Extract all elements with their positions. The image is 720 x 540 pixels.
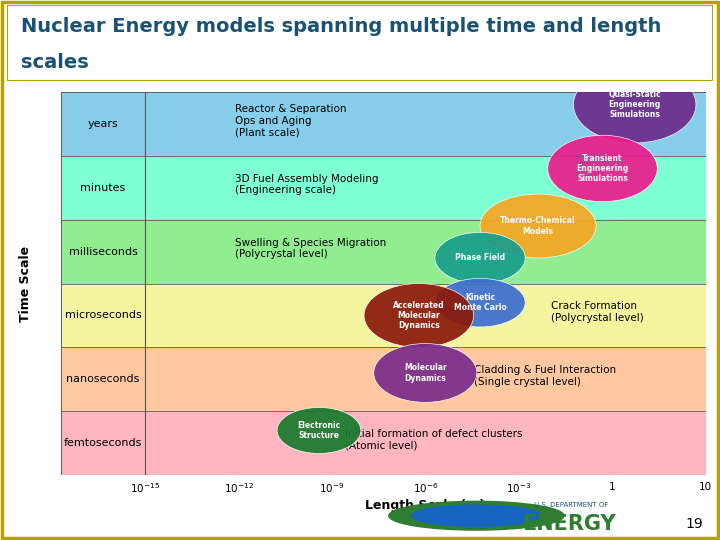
Ellipse shape	[374, 343, 477, 402]
Text: Length Scale (m): Length Scale (m)	[365, 500, 485, 512]
Text: minutes: minutes	[81, 183, 126, 193]
Text: milliseconds: milliseconds	[68, 247, 138, 256]
Ellipse shape	[435, 232, 525, 284]
Bar	[61, 92, 706, 156]
Ellipse shape	[548, 135, 657, 202]
Text: $10^{-6}$: $10^{-6}$	[413, 482, 438, 495]
Ellipse shape	[435, 279, 525, 327]
Text: Electronic
Structure: Electronic Structure	[297, 421, 341, 440]
Text: 19: 19	[686, 517, 703, 531]
Text: Molecular
Dynamics: Molecular Dynamics	[404, 363, 446, 383]
Text: Initial formation of defect clusters
(Atomic level): Initial formation of defect clusters (At…	[345, 429, 522, 451]
Text: Cladding & Fuel Interaction
(Single crystal level): Cladding & Fuel Interaction (Single crys…	[474, 366, 616, 387]
Text: Quasi-Static
Engineering
Simulations: Quasi-Static Engineering Simulations	[608, 90, 661, 119]
Text: Swelling & Species Migration
(Polycrystal level): Swelling & Species Migration (Polycrysta…	[235, 238, 387, 259]
Text: Transient
Engineering
Simulations: Transient Engineering Simulations	[577, 153, 629, 184]
Text: Reactor & Separation
Ops and Aging
(Plant scale): Reactor & Separation Ops and Aging (Plan…	[235, 104, 347, 137]
Ellipse shape	[574, 66, 696, 143]
Text: Nuclear Energy models spanning multiple time and length: Nuclear Energy models spanning multiple …	[22, 17, 662, 36]
Bar	[61, 284, 706, 347]
Text: nanoseconds: nanoseconds	[66, 374, 140, 384]
Ellipse shape	[364, 284, 474, 347]
Bar	[61, 220, 706, 284]
Text: Phase Field: Phase Field	[455, 253, 505, 262]
Circle shape	[389, 501, 564, 530]
Text: U.S. DEPARTMENT OF: U.S. DEPARTMENT OF	[534, 502, 608, 508]
Bar	[61, 156, 706, 220]
Text: $10^{-9}$: $10^{-9}$	[319, 482, 345, 495]
Circle shape	[412, 505, 541, 526]
Text: Accelerated
Molecular
Dynamics: Accelerated Molecular Dynamics	[393, 301, 445, 330]
Text: $10^{-12}$: $10^{-12}$	[223, 482, 253, 495]
Text: microseconds: microseconds	[65, 310, 141, 320]
Text: 1: 1	[609, 482, 616, 491]
Text: 10: 10	[699, 482, 712, 491]
Text: femtoseconds: femtoseconds	[64, 438, 143, 448]
Text: years: years	[88, 119, 119, 129]
Text: scales: scales	[22, 52, 89, 72]
Text: Time Scale: Time Scale	[19, 246, 32, 321]
Text: Kinetic
Monte Carlo: Kinetic Monte Carlo	[454, 293, 506, 312]
Bar	[61, 347, 706, 411]
Text: $10^{-15}$: $10^{-15}$	[130, 482, 160, 495]
Bar	[61, 411, 706, 475]
Text: $10^{-3}$: $10^{-3}$	[506, 482, 531, 495]
Ellipse shape	[480, 194, 596, 258]
Text: ENERGY: ENERGY	[523, 514, 616, 534]
FancyBboxPatch shape	[7, 5, 713, 81]
Text: Thermo-Chemical
Models: Thermo-Chemical Models	[500, 217, 576, 235]
Text: Crack Formation
(Polycrystal level): Crack Formation (Polycrystal level)	[551, 301, 644, 323]
Ellipse shape	[277, 408, 361, 454]
Text: 3D Fuel Assembly Modeling
(Engineering scale): 3D Fuel Assembly Modeling (Engineering s…	[235, 174, 379, 195]
